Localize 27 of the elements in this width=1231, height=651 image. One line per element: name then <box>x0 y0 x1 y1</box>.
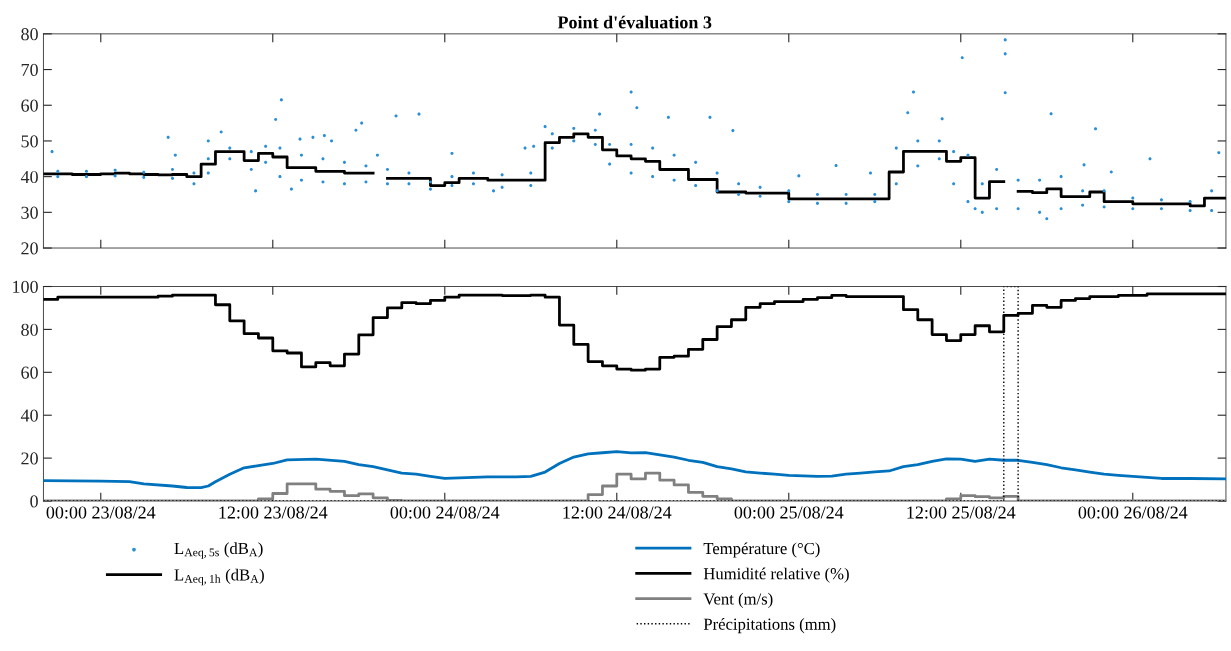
legend-label: Vent (m/s) <box>703 592 773 608</box>
x-tick-label: 12:00 25/08/24 <box>907 506 1016 519</box>
y-tick-label: 40 <box>20 409 38 422</box>
y-tick-label: 70 <box>21 63 38 76</box>
x-tick-label: 00:00 24/08/24 <box>390 506 500 519</box>
chart-title: Point d'évaluation 3 <box>557 15 712 29</box>
y-tick-label: 40 <box>20 170 38 184</box>
y-tick-label: 60 <box>21 99 38 112</box>
x-tick-label: 00:00 26/08/24 <box>1078 506 1188 519</box>
y-tick-label: 20 <box>21 452 38 465</box>
x-tick-label: 12:00 23/08/24 <box>219 506 328 519</box>
y-tick-label: 80 <box>21 323 38 336</box>
y-tick-label: 30 <box>21 206 38 219</box>
y-tick-label: 50 <box>21 135 38 148</box>
legend-label: Précipitations (mm) <box>703 618 836 634</box>
y-tick-label: 0 <box>30 495 38 508</box>
y-tick-label: 20 <box>21 242 38 255</box>
y-tick-label: 60 <box>21 366 38 379</box>
y-tick-label: 100 <box>13 280 38 293</box>
legend-label: Température (°C) <box>703 542 820 558</box>
x-tick-label: 00:00 25/08/24 <box>734 506 844 519</box>
legend-label: L$_{Aeq,5s}$ (dB$_{A}$) <box>174 542 263 559</box>
x-tick-label: 12:00 24/08/24 <box>563 506 672 519</box>
legend-label: L$_{Aeq,1h}$ (dB$_{A}$) <box>174 568 264 586</box>
legend-label: Humidité relative (%) <box>703 567 849 583</box>
y-tick-label: 80 <box>21 28 38 41</box>
x-tick-label: 00:00 23/08/24 <box>46 506 156 519</box>
